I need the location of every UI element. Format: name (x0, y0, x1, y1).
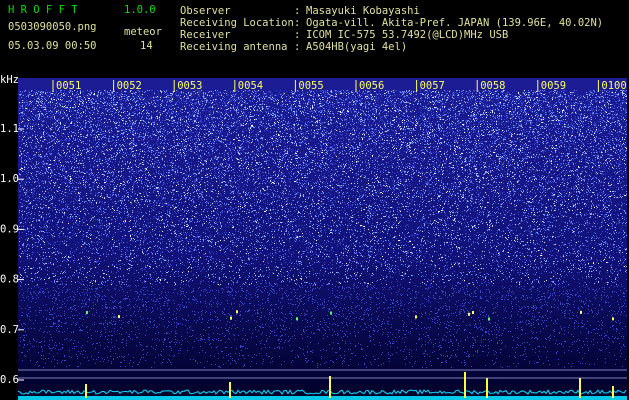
freq-label: 1.0 (0, 173, 19, 185)
time-label: 0052 (117, 80, 142, 92)
time-label: 0055 (298, 80, 323, 92)
info-value: Ogata-vill. Akita-Pref. JAPAN (139.96E, … (306, 17, 603, 29)
echo (415, 315, 417, 319)
noise-dots (19, 90, 627, 285)
file-name: 0503090050.png (8, 21, 97, 33)
echo (580, 310, 582, 314)
echo (330, 311, 332, 315)
time-label: 0056 (359, 80, 384, 92)
info-label: Observer (180, 5, 231, 17)
meteor-count: 14 (140, 40, 153, 52)
unit: kHz (0, 74, 19, 86)
app-version: 1.0.0 (124, 4, 156, 16)
freq-label: 0.8 (0, 274, 19, 286)
echo (472, 311, 474, 315)
echo (468, 312, 470, 316)
info-value: Masayuki Kobayashi (306, 5, 420, 17)
noise (17, 90, 627, 400)
time-label: 0058 (480, 80, 505, 92)
time-label: 0100 (601, 80, 626, 92)
freq-label: 0.6 (0, 374, 19, 386)
time-label: 0051 (56, 80, 81, 92)
spectrogram (18, 78, 627, 400)
info-separator: : (294, 29, 300, 41)
info-value: ICOM IC-575 53.7492(@LCD)MHz USB (306, 29, 508, 41)
time-label: 0053 (177, 80, 202, 92)
info-separator: : (294, 5, 300, 17)
meteor-label: meteor (124, 26, 162, 38)
freq-label: 0.9 (0, 223, 19, 235)
info-label: Receiving Location (180, 17, 294, 29)
time-label: 0057 (420, 80, 445, 92)
echo (488, 317, 490, 321)
echo (230, 316, 232, 320)
app-name: H R O F F T (8, 4, 78, 16)
info-value: A504HB(yagi 4el) (306, 41, 407, 53)
echo (118, 315, 120, 319)
freq-label: 0.7 (0, 324, 19, 336)
time-label: 0059 (541, 80, 566, 92)
echo (296, 317, 298, 321)
time-label: 0054 (238, 80, 263, 92)
echo (236, 310, 238, 314)
info-separator: : (294, 17, 300, 29)
info-label: Receiver (180, 29, 231, 41)
info-separator: : (294, 41, 300, 53)
signal (17, 389, 627, 395)
freq-label: 1.1 (0, 123, 19, 135)
echo (86, 310, 88, 314)
info-label: Receiving antenna (180, 41, 287, 53)
signal-base (18, 396, 627, 400)
echo (612, 317, 614, 321)
datetime: 05.03.09 00:50 (8, 40, 97, 52)
